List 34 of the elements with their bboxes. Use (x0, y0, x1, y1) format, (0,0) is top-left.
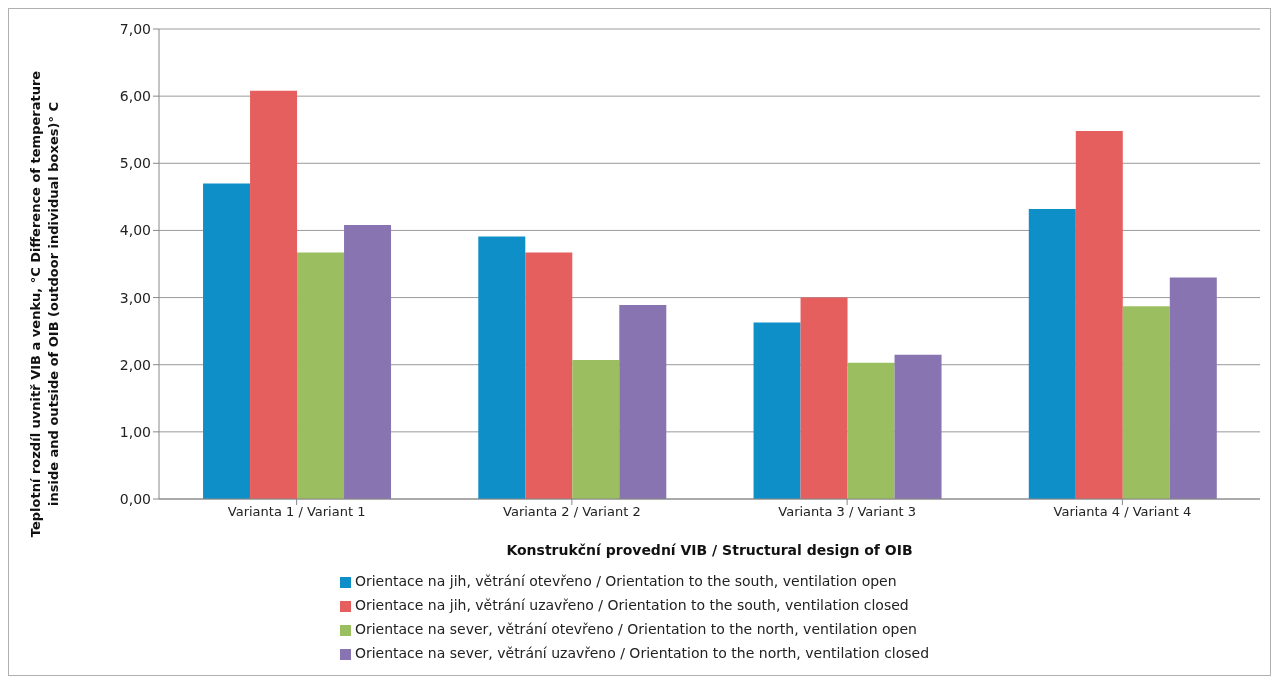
y-tick-label: 7,00 (119, 20, 151, 37)
bar (478, 236, 526, 499)
y-axis-title: Teplotní rozdíl uvnitř VIB a venku, °C Difference of temperature inside and outside of OIB (outdoor individual boxes)° C (28, 70, 61, 538)
legend-label: Orientace na sever, větrání otevřeno / Orientation to the north, ventilation open (354, 621, 917, 637)
x-tick-label: Varianta 1 / Variant 1 (227, 504, 366, 520)
y-tick-label: 6,00 (119, 88, 151, 105)
bar (1075, 131, 1123, 499)
bar (800, 297, 848, 499)
bar (203, 183, 251, 499)
x-axis-title: Konstrukční provední VIB / Structural design of OIB (506, 542, 913, 558)
legend-label: Orientace na sever, větrání uzavřeno / Orientation to the north, ventilation closed (354, 645, 930, 661)
x-tick-label: Varianta 2 / Variant 2 (503, 504, 641, 520)
bar (894, 354, 942, 499)
bar (619, 304, 667, 499)
bar (572, 360, 620, 499)
bar (847, 362, 895, 499)
bar (250, 90, 298, 499)
y-tick-label: 0,00 (119, 490, 151, 507)
x-tick-label: Varianta 4 / Variant 4 (1053, 504, 1192, 520)
bar (753, 322, 801, 499)
y-tick-label: 4,00 (119, 222, 151, 239)
y-tick-label: 1,00 (119, 423, 151, 440)
bar (1028, 208, 1076, 499)
legend-label: Orientace na jih, větrání otevřeno / Orientation to the south, ventilation open (354, 573, 897, 589)
y-tick-label: 3,00 (119, 289, 151, 306)
y-tick-label: 2,00 (119, 356, 151, 373)
y-tick-label: 5,00 (119, 155, 151, 172)
bar (344, 225, 392, 499)
bar (297, 252, 345, 499)
x-tick-label: Varianta 3 / Variant 3 (778, 504, 916, 520)
bar (525, 252, 573, 499)
bar (1122, 306, 1170, 499)
legend-label: Orientace na jih, větrání uzavřeno / Orientation to the south, ventilation closed (354, 597, 909, 613)
bar (1169, 277, 1217, 499)
